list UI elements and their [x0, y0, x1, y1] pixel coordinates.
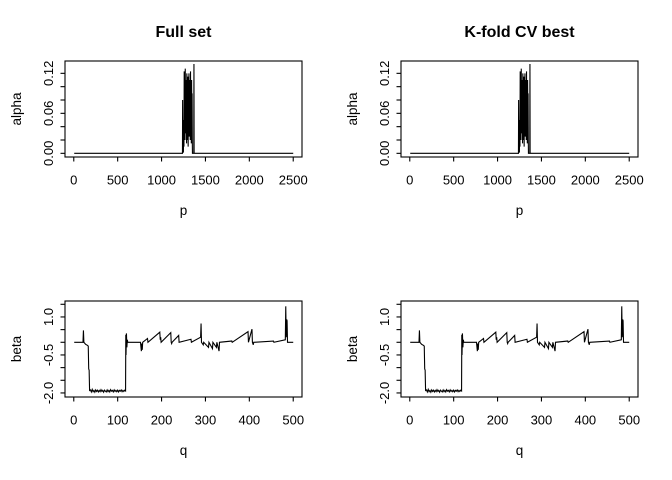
x-tick-label: 0 — [70, 173, 77, 188]
x-tick-label: 500 — [107, 173, 129, 188]
x-tick-label: 2000 — [235, 173, 264, 188]
x-tick-label: 2000 — [571, 173, 600, 188]
x-tick-label: 300 — [531, 413, 553, 428]
y-axis-label: alpha — [345, 92, 360, 126]
y-tick-label: -0.5 — [377, 344, 392, 366]
x-axis-label: p — [516, 203, 524, 218]
y-tick-label: 0.00 — [41, 141, 56, 166]
x-tick-label: 0 — [70, 413, 77, 428]
plot-box — [64, 60, 303, 158]
x-tick-label: 1500 — [527, 173, 556, 188]
x-tick-label: 500 — [443, 173, 465, 188]
x-tick-label: 1000 — [147, 173, 176, 188]
x-tick-label: 1500 — [191, 173, 220, 188]
y-axis-label: alpha — [9, 92, 24, 126]
x-tick-label: 400 — [574, 413, 596, 428]
plot-box — [400, 300, 639, 398]
y-tick-label: -2.0 — [377, 382, 392, 404]
panel-title: Full set — [155, 24, 212, 41]
panel-top-left-alpha-full-set: 0 500 1000 1500 2000 2500 0.00 0.06 0.12 Full set… — [9, 24, 308, 218]
y-tick-label: 0.12 — [41, 61, 56, 86]
x-axis-label: p — [180, 203, 188, 218]
panel-top-right-alpha-kfold: 0 500 1000 1500 2000 2500 0.00 0.06 0.12 K-fold C… — [345, 24, 644, 218]
y-tick-label: 0.12 — [377, 61, 392, 86]
y-tick-label: 0.06 — [41, 101, 56, 126]
x-tick-label: 400 — [238, 413, 260, 428]
y-tick-label: 0.00 — [377, 141, 392, 166]
plot-box — [64, 300, 303, 398]
data-line-alpha — [74, 63, 294, 154]
x-tick-label: 0 — [406, 413, 413, 428]
x-tick-label: 500 — [618, 413, 640, 428]
panel-title: K-fold CV best — [464, 24, 575, 41]
plot-box — [400, 60, 639, 158]
y-axis-label: beta — [345, 335, 360, 362]
x-tick-label: 2500 — [279, 173, 308, 188]
y-tick-label: 1.0 — [41, 308, 56, 326]
x-tick-label: 200 — [487, 413, 509, 428]
x-axis-label: q — [180, 443, 188, 458]
panel-bottom-left-beta-full-set: 0 100 200 300 400 500 -2.0 -0.5 1.0 q beta — [9, 300, 304, 458]
data-line-alpha — [410, 63, 630, 154]
x-tick-label: 2500 — [615, 173, 644, 188]
x-tick-label: 100 — [443, 413, 465, 428]
data-line-beta — [410, 306, 630, 394]
y-tick-label: 1.0 — [377, 308, 392, 326]
data-line-beta — [74, 306, 294, 394]
y-axis-label: beta — [9, 335, 24, 362]
x-axis-label: q — [516, 443, 524, 458]
y-tick-label: -0.5 — [41, 344, 56, 366]
x-tick-label: 300 — [195, 413, 217, 428]
y-tick-label: 0.06 — [377, 101, 392, 126]
y-tick-label: -2.0 — [41, 382, 56, 404]
x-tick-label: 500 — [282, 413, 304, 428]
x-tick-label: 0 — [406, 173, 413, 188]
panel-bottom-right-beta-kfold: 0 100 200 300 400 500 -2.0 -0.5 1.0 q beta — [345, 300, 640, 458]
x-tick-label: 200 — [151, 413, 173, 428]
x-tick-label: 1000 — [483, 173, 512, 188]
x-tick-label: 100 — [107, 413, 129, 428]
